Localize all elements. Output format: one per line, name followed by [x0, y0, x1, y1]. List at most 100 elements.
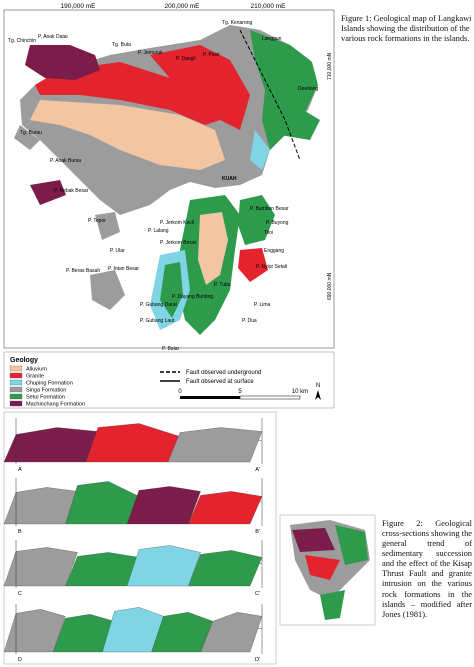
legend-label: Granite	[26, 374, 44, 380]
place-label: P. Bumbon Besar	[250, 206, 289, 212]
place-label: P. Balar	[162, 346, 179, 352]
legend-label: Fault observed underground	[186, 370, 261, 376]
place-label: Tg. Chinchin	[8, 38, 36, 44]
figure-2-caption: Figure 2: Geological cross-sections show…	[382, 519, 472, 619]
section-unit	[126, 486, 201, 525]
place-label: P. Intan Besar	[108, 266, 139, 272]
scale-label: 10 km	[292, 389, 308, 395]
scale-bar	[180, 396, 240, 399]
section-end-label: C	[18, 591, 22, 597]
section-end-label: A'	[255, 467, 260, 473]
place-label: Enggang	[264, 248, 284, 254]
setul	[160, 262, 183, 318]
inset-unit	[305, 555, 340, 580]
island	[238, 195, 275, 245]
scale-bar	[239, 395, 301, 400]
section-end-label: C'	[255, 591, 260, 597]
island	[270, 105, 320, 140]
granite	[35, 62, 220, 125]
section-unit	[188, 491, 263, 525]
place-label: Tg. Kenarong	[222, 20, 253, 26]
inset-unit	[320, 590, 345, 620]
inset-unit	[335, 525, 368, 565]
legend-swatch	[9, 365, 23, 372]
legend-swatch	[9, 400, 23, 407]
section-unit	[3, 609, 66, 653]
place-label: P. Gubang Darat	[140, 302, 177, 308]
place-label: P. Lalang	[148, 228, 169, 234]
scale-label: 0	[178, 389, 182, 395]
easting-label: 190,000 mE	[60, 3, 96, 10]
place-label: P. Tuba	[214, 282, 231, 288]
figure-1-caption: Figure 1: Geological map of Langkawi Isl…	[341, 14, 472, 44]
machinchang	[25, 45, 100, 80]
scale-label: 5	[238, 389, 242, 395]
legend-swatch	[9, 379, 23, 386]
place-label: P. Ular	[110, 248, 125, 254]
granite	[150, 45, 250, 130]
place-label: P. Anak Burau	[50, 158, 82, 164]
legend-label: Chuping Formation	[26, 381, 73, 387]
legend-swatch	[9, 372, 23, 379]
place-label: P. Lima	[254, 302, 271, 308]
place-label: P. Buyong	[266, 220, 289, 226]
cross-sections: A A' B B' C C' D D'	[3, 418, 263, 663]
easting-label: 200,000 mE	[164, 3, 200, 10]
alluvium	[30, 100, 225, 170]
section-end-label: B'	[255, 529, 260, 535]
northing-label: 690,000 mN	[327, 272, 333, 300]
legend-label: Singa Formation	[26, 388, 66, 394]
place-label: P. Jerkom Besar	[160, 240, 197, 246]
place-label: P. Pasir	[203, 52, 220, 58]
section-end-label: D'	[255, 657, 260, 663]
place-label: P. Anak Datai	[38, 34, 68, 40]
legend-label: Alluvium	[26, 367, 47, 373]
legend: Geology Fault observed underground Fault…	[3, 351, 335, 409]
place-label: Langgun	[262, 36, 282, 42]
island	[30, 180, 66, 205]
section-unit	[3, 547, 78, 587]
setul	[250, 30, 318, 150]
place-label: Tg. Buta	[112, 42, 131, 48]
island	[90, 270, 125, 310]
place-label: P. Nyior Setali	[256, 264, 287, 270]
place-label: P. Dayang Bunting	[172, 294, 213, 300]
place-label: P. Dua	[242, 318, 257, 324]
place-label: Deedang	[298, 86, 319, 92]
section-end-label: A	[18, 467, 22, 473]
place-label: P. Beras Basah	[66, 268, 100, 274]
alluvium	[198, 212, 228, 285]
inset-unit	[292, 528, 335, 552]
legend-label: Setul Formation	[26, 395, 65, 401]
island	[95, 212, 120, 240]
section-unit	[188, 550, 263, 587]
section-unit	[167, 427, 263, 463]
north-label: N	[316, 383, 320, 389]
place-label: P. Dangli	[176, 56, 196, 62]
chuping	[250, 130, 270, 170]
place-label: P. Jerkom Kecil	[160, 220, 194, 226]
legend-label: Fault observed at surface	[186, 379, 254, 385]
section-unit	[200, 612, 263, 653]
northing-label: 710,000 mN	[327, 52, 333, 80]
island	[14, 125, 40, 150]
north-arrow	[315, 390, 321, 400]
place-label: P. Tepor	[88, 218, 106, 224]
place-label: P. Rebak Besar	[54, 188, 89, 194]
inset-map	[279, 514, 376, 626]
legend-swatch	[9, 393, 23, 400]
place-label: Tiloi	[264, 230, 273, 236]
section-end-label: D	[18, 657, 22, 663]
place-label: Tg. Burau	[20, 130, 42, 136]
legend-title: Geology	[10, 357, 38, 364]
fault	[239, 29, 301, 161]
section-end-label: B	[18, 529, 22, 535]
legend-swatch	[9, 386, 23, 393]
place-label: KUAH	[222, 176, 237, 182]
place-label: P. Jemuruk	[138, 50, 163, 56]
easting-label: 210,000 mE	[250, 3, 286, 10]
place-label: P. Gubang Laut	[140, 318, 175, 324]
